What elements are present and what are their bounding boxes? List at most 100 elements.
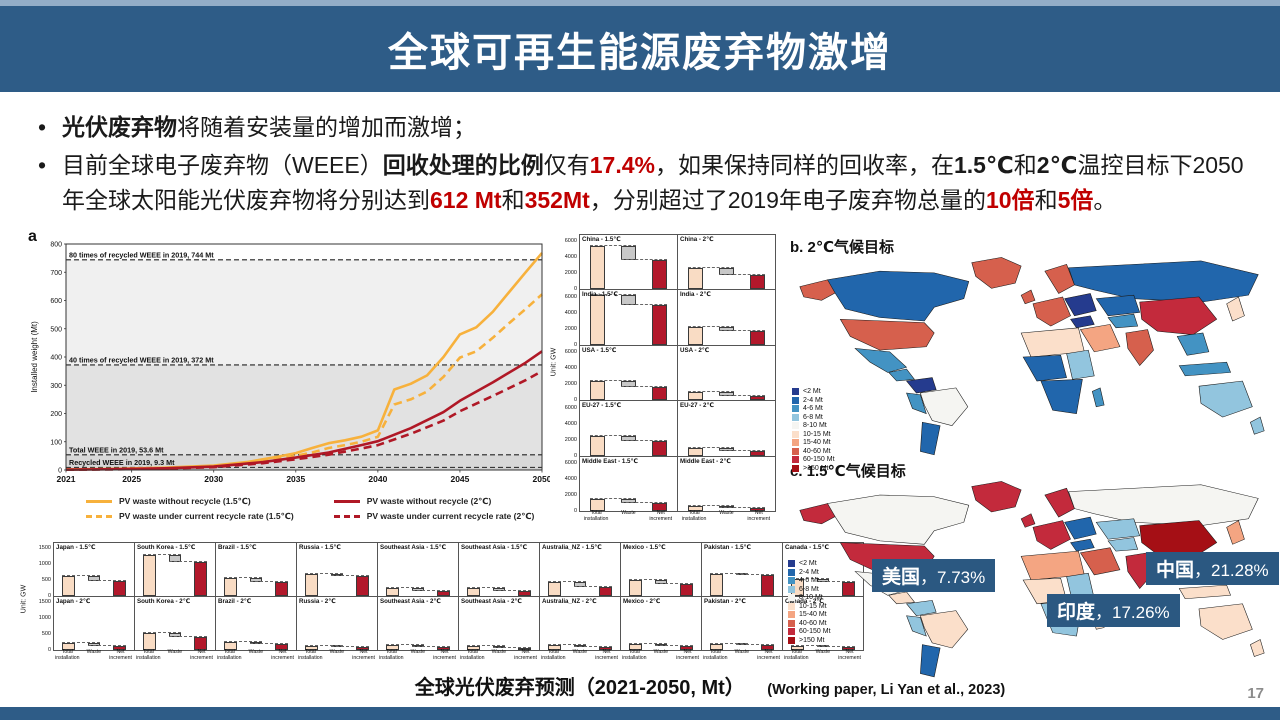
waterfall-bar	[680, 583, 693, 596]
panel-title: South Korea - 2℃	[137, 598, 191, 605]
svg-text:Installed weight (Mt): Installed weight (Mt)	[30, 321, 39, 393]
map-region-europe_west	[1032, 520, 1071, 550]
svg-text:2035: 2035	[286, 474, 305, 484]
waterfall-bar	[356, 646, 369, 650]
waterfall-panel: Japan - 1.5℃ 0 500 1000 1500	[39, 542, 135, 599]
map-region-middle_east	[1079, 547, 1121, 576]
legend-item: PV waste under current recycle rate (2℃)	[333, 511, 534, 522]
waterfall-bar	[467, 645, 480, 650]
waterfall-panel: Australia_NZ - 2℃ Total installation Waste N…	[539, 596, 621, 661]
map-region-russia	[1068, 484, 1259, 526]
waterfall-panel: Southeast Asia - 1.5℃	[377, 542, 459, 597]
map-region-central_america	[888, 368, 915, 382]
map-legend-item: 10-15 Mt	[788, 602, 831, 610]
map-region-indonesia	[1178, 584, 1232, 599]
panel-title: Southeast Asia - 2℃	[380, 598, 441, 605]
legend-item: PV waste without recycle (1.5℃)	[86, 496, 294, 507]
panel-title: Canada - 1.5℃	[785, 544, 829, 551]
grid-panels: China - 1.5℃ 0 2000 4000 6000 China - 2℃ India…	[565, 234, 776, 522]
waterfall-grid-other-countries: Unit: GW Japan - 1.5℃ 0 500 1000 1500 South K…	[21, 541, 866, 669]
waterfall-panel: Brazil - 2℃ Total installation Waste Net incr…	[215, 596, 297, 661]
waterfall-bar	[749, 507, 766, 511]
panel-title: Canada - 2℃	[785, 598, 824, 605]
map-1-5c-title: c. 1.5℃气候目标	[790, 463, 906, 480]
map-legend-item: <2 Mt	[788, 560, 831, 567]
page-number: 17	[1247, 685, 1264, 702]
waterfall-bar	[749, 331, 766, 345]
page-title: 全球可再生能源废弃物激增	[388, 31, 892, 75]
waterfall-bar	[761, 645, 774, 650]
map-region-southern_africa	[1040, 379, 1083, 414]
map-region-greenland	[971, 481, 1022, 513]
map-region-middle_east	[1079, 324, 1121, 353]
waterfall-bar	[749, 396, 766, 401]
map-legend-item: 8-10 Mt	[788, 594, 831, 601]
svg-text:2030: 2030	[204, 474, 223, 484]
panel-title: Brazil - 1.5℃	[218, 544, 257, 551]
map-region-uk	[1020, 289, 1036, 305]
bullet-list: 光伏废弃物将随着安装量的增加而激增；目前全球电子废弃物（WEEE）回收处理的比例…	[30, 110, 1252, 221]
map-region-china	[1139, 296, 1218, 335]
waterfall-bar	[305, 573, 318, 596]
panel-title: Middle East - 1.5℃	[582, 457, 638, 465]
map-legend-item: >150 Mt	[788, 636, 831, 644]
choropleth-map-2c: b. 2℃气候目标 <2 Mt 2-4 Mt 4-6 Mt 6-8 Mt 8-10 Mt…	[786, 236, 1280, 472]
map-legend-item: 10-15 Mt	[792, 430, 835, 438]
figure-caption: 全球光伏废弃预测（2021-2050, Mt） (Working paper, …	[150, 671, 1270, 700]
panel-title: Southeast Asia - 2℃	[461, 598, 522, 605]
waterfall-bar	[599, 586, 612, 596]
waterfall-bar	[194, 562, 207, 596]
svg-text:700: 700	[50, 270, 62, 277]
waterfall-bar	[629, 579, 642, 596]
top-accent-strip	[0, 0, 1280, 6]
waterfall-bar	[687, 506, 704, 511]
panel-title: Australia_NZ - 1.5℃	[542, 544, 602, 551]
map-region-west_africa	[1022, 355, 1067, 382]
panel-title: Australia_NZ - 2℃	[542, 598, 597, 605]
waterfall-bar	[437, 647, 450, 650]
waterfall-bar	[651, 502, 668, 511]
waterfall-bar	[599, 647, 612, 650]
waterfall-panel: India - 1.5℃ 0 2000 4000 6000	[565, 289, 678, 348]
panel-title: USA - 1.5℃	[582, 346, 617, 354]
bullet-item: 光伏废弃物将随着安装量的增加而激增；	[30, 110, 1252, 145]
panel-title: Southeast Asia - 1.5℃	[461, 544, 528, 551]
map-region-japan	[1226, 520, 1245, 545]
svg-text:300: 300	[50, 383, 62, 390]
waterfall-bar	[437, 590, 450, 596]
svg-text:2050: 2050	[533, 474, 550, 484]
map-legend-item: 2-4 Mt	[792, 396, 835, 404]
waterfall-bar	[651, 259, 668, 290]
map-legend-item: 8-10 Mt	[792, 422, 835, 429]
waterfall-bar	[791, 645, 804, 650]
line-chart-legend: PV waste without recycle (1.5℃) PV waste …	[86, 496, 534, 522]
map-region-central_america	[888, 591, 915, 605]
waterfall-panel: Russia - 1.5℃	[296, 542, 378, 597]
panel-title: EU-27 - 1.5℃	[582, 402, 622, 410]
waterfall-bar	[629, 643, 642, 650]
world-map-svg	[799, 257, 1265, 456]
waterfall-panel: Australia_NZ - 1.5℃	[539, 542, 621, 597]
map-region-indonesia	[1178, 361, 1232, 377]
map-legend-item: 15-40 Mt	[788, 611, 831, 618]
map-region-alaska	[799, 503, 838, 525]
panel-title: South Korea - 1.5℃	[137, 544, 196, 551]
caption-source: (Working paper, Li Yan et al., 2023)	[767, 682, 1006, 698]
map-region-mexico	[854, 348, 908, 373]
map-region-australia	[1198, 603, 1253, 640]
waterfall-panel: Middle East - 2℃ Total installation Waste Ne…	[677, 455, 776, 522]
map-region-turkey	[1070, 538, 1095, 552]
map-region-uk	[1020, 513, 1036, 528]
waterfall-bar	[749, 450, 766, 456]
panel-title: Pakistan - 2℃	[704, 598, 746, 605]
waterfall-panel: China - 2℃	[677, 234, 776, 291]
waterfall-panel: Pakistan - 1.5℃	[701, 542, 783, 597]
waterfall-panel: Southeast Asia - 1.5℃	[458, 542, 540, 597]
bullet-item: 目前全球电子废弃物（WEEE）回收处理的比例仅有17.4%，如果保持同样的回收率…	[30, 148, 1252, 218]
panel-title: Brazil - 2℃	[218, 598, 252, 605]
map-region-eastern_europe	[1064, 293, 1097, 317]
panel-title: USA - 2℃	[680, 346, 710, 354]
map-region-greenland	[971, 257, 1022, 289]
waterfall-bar	[143, 554, 156, 596]
waterfall-grid-major-economies: Unit: GW China - 1.5℃ 0 2000 4000 6000 China …	[551, 233, 778, 541]
